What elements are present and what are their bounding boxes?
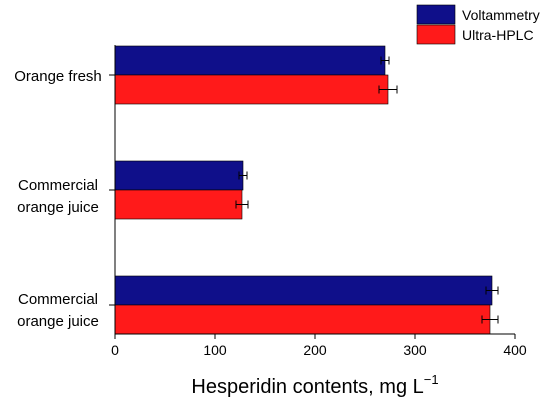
legend-label: Voltammetry [462, 7, 540, 23]
error-bar [380, 56, 390, 65]
error-bar [238, 171, 248, 180]
legend-label: Ultra-HPLC [462, 27, 534, 43]
category-label: orange juice [17, 313, 99, 330]
error-bars-layer [235, 56, 499, 324]
legend-swatch [416, 4, 456, 25]
x-tick-label: 0 [111, 342, 119, 358]
bar-ultra-hplc-2 [114, 189, 243, 220]
x-axis-title-superscript: −1 [424, 372, 439, 387]
category-labels-layer: Orange fresh Commercial orange juice Commer… [14, 68, 102, 330]
legend: Voltammetry Ultra-HPLC [416, 4, 540, 45]
bar-voltammetry-2 [114, 160, 244, 191]
x-tick-label: 300 [403, 342, 427, 358]
bar-ultra-hplc-3 [114, 304, 491, 335]
category-label: Commercial [18, 177, 98, 194]
x-tick-label: 200 [303, 342, 327, 358]
category-label: Commercial [18, 291, 98, 308]
error-bar [481, 315, 499, 324]
x-tick-label: 100 [203, 342, 227, 358]
error-bar [378, 85, 398, 94]
legend-item: Ultra-HPLC [416, 24, 534, 45]
category-label: Orange fresh [14, 68, 102, 85]
bar-ultra-hplc-1 [114, 74, 389, 105]
legend-item: Voltammetry [416, 4, 540, 25]
legend-swatch [416, 24, 456, 45]
bar-voltammetry-1 [114, 45, 386, 76]
bars-layer [114, 45, 493, 335]
x-axis-title: Hesperidin contents, mg L−1 [191, 372, 438, 398]
error-bar [485, 286, 499, 295]
x-ticks-layer: 0 100 200 300 400 [109, 74, 527, 358]
x-axis-title-text: Hesperidin contents, mg L [191, 376, 423, 398]
x-tick-label: 400 [503, 342, 527, 358]
category-label: orange juice [17, 199, 99, 216]
error-bar [235, 200, 249, 209]
bar-voltammetry-3 [114, 275, 493, 306]
